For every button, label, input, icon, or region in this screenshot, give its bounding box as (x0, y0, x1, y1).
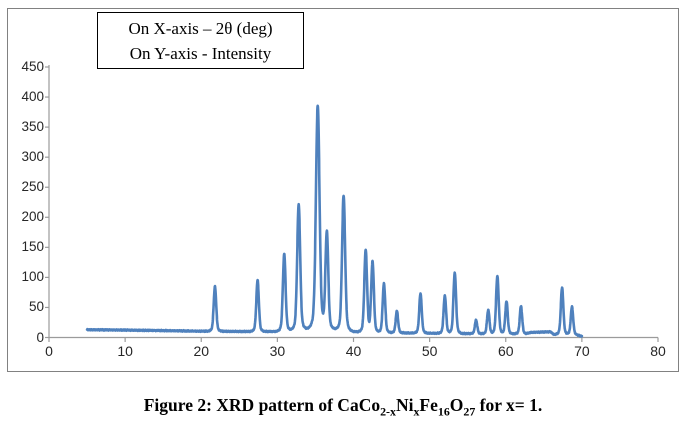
x-tick-label: 50 (421, 343, 438, 359)
y-tick-label: 100 (21, 269, 44, 285)
legend-line-y: On Y-axis - Intensity (129, 43, 272, 63)
y-tick-label: 300 (21, 149, 44, 165)
y-tick-label: 400 (21, 89, 44, 105)
y-tick-label: 350 (21, 119, 44, 135)
x-tick-label: 60 (497, 343, 514, 359)
x-tick-label: 80 (650, 343, 666, 359)
x-tick-label: 40 (345, 343, 362, 359)
y-tick-label: 150 (21, 239, 44, 255)
x-tick-label: 30 (269, 343, 286, 359)
y-tick-label: 450 (21, 59, 44, 74)
x-tick-label: 20 (193, 343, 210, 359)
legend-box: On X-axis – 2θ (deg) On Y-axis - Intensi… (97, 12, 304, 69)
x-tick-label: 0 (45, 343, 53, 359)
axes (45, 65, 659, 342)
y-tick-label: 0 (36, 329, 44, 345)
x-tick-label: 70 (574, 343, 590, 359)
xrd-intensity-trace (85, 104, 584, 338)
y-tick-label: 200 (21, 209, 44, 225)
x-tick-label: 10 (117, 343, 133, 359)
xrd-chart (45, 65, 659, 342)
y-tick-label: 50 (28, 299, 44, 315)
figure-caption: Figure 2: XRD pattern of CaCo2-xNixFe16O… (143, 395, 543, 419)
legend-line-x: On X-axis – 2θ (deg) (128, 18, 273, 38)
y-tick-label: 250 (21, 179, 44, 195)
